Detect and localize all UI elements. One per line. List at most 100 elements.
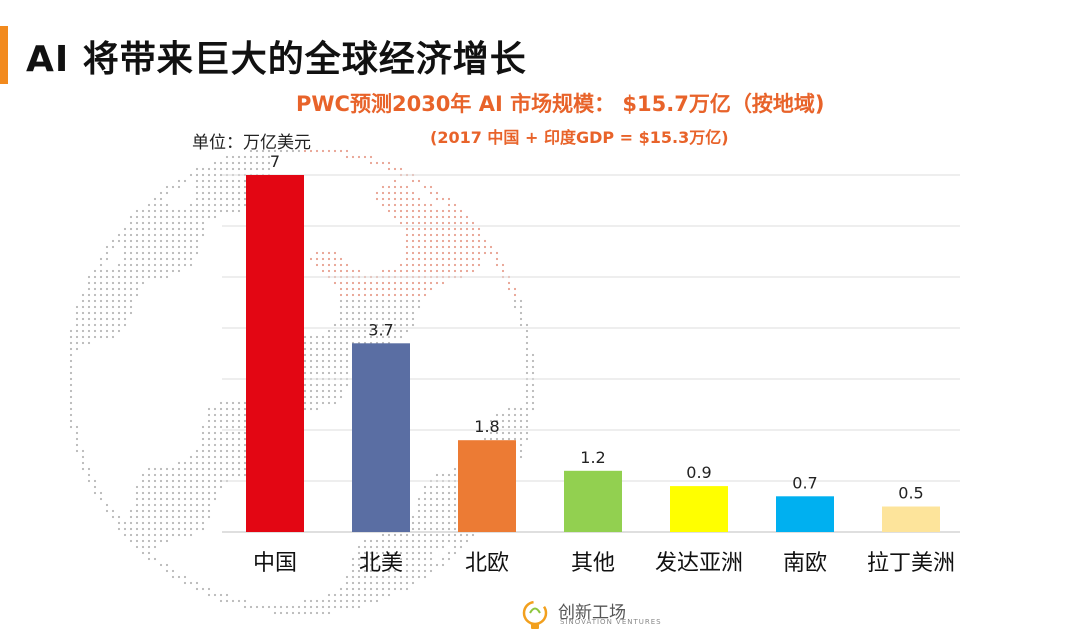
globe-dot — [153, 473, 157, 477]
globe-dot — [123, 275, 127, 279]
globe-dot — [381, 317, 385, 321]
globe-dot — [411, 575, 415, 579]
globe-dot — [201, 527, 205, 531]
globe-dot — [201, 449, 205, 453]
globe-dot — [375, 563, 379, 567]
globe-dot — [147, 497, 151, 501]
globe-dot — [333, 329, 337, 333]
globe-dot — [453, 221, 457, 225]
globe-dot — [159, 473, 163, 477]
globe-dot — [435, 245, 439, 249]
globe-dot — [195, 485, 199, 489]
globe-dot — [453, 491, 457, 495]
globe-dot — [189, 245, 193, 249]
globe-dot — [123, 293, 127, 297]
globe-dot — [471, 227, 475, 231]
globe-dot — [93, 275, 97, 279]
globe-dot — [75, 443, 79, 447]
globe-dot — [69, 377, 73, 381]
globe-dot — [87, 329, 91, 333]
globe-dot — [435, 209, 439, 213]
globe-dot — [471, 239, 475, 243]
globe-dot — [345, 323, 349, 327]
globe-dot — [525, 413, 529, 417]
globe-dot — [369, 563, 373, 567]
globe-dot — [141, 233, 145, 237]
globe-dot — [207, 173, 211, 177]
globe-dot — [99, 293, 103, 297]
globe-dot — [417, 521, 421, 525]
globe-dot — [399, 263, 403, 267]
globe-dot — [453, 521, 457, 525]
globe-dot — [441, 497, 445, 501]
globe-dot — [399, 287, 403, 291]
globe-dot — [177, 515, 181, 519]
category-label: 发达亚洲 — [655, 551, 743, 576]
globe-dot — [393, 209, 397, 213]
globe-dot — [105, 293, 109, 297]
globe-dot — [87, 467, 91, 471]
globe-dot — [459, 263, 463, 267]
globe-dot — [165, 485, 169, 489]
globe-dot — [405, 203, 409, 207]
globe-dot — [201, 515, 205, 519]
globe-dot — [459, 233, 463, 237]
globe-dot — [369, 545, 373, 549]
globe-dot — [315, 611, 319, 615]
globe-dot — [309, 605, 313, 609]
globe-dot — [171, 569, 175, 573]
globe-dot — [417, 263, 421, 267]
globe-dot — [417, 227, 421, 231]
globe-dot — [453, 251, 457, 255]
globe-dot — [405, 233, 409, 237]
globe-dot — [399, 281, 403, 285]
globe-dot — [183, 497, 187, 501]
globe-dot — [171, 221, 175, 225]
bar — [352, 343, 410, 532]
globe-dot — [429, 557, 433, 561]
globe-dot — [453, 203, 457, 207]
globe-dot — [237, 209, 241, 213]
globe-dot — [225, 473, 229, 477]
globe-dot — [135, 545, 139, 549]
globe-dot — [441, 485, 445, 489]
globe-dot — [135, 275, 139, 279]
globe-dot — [339, 269, 343, 273]
globe-dot — [369, 323, 373, 327]
globe-dot — [471, 221, 475, 225]
globe-dot — [123, 323, 127, 327]
globe-dot — [213, 179, 217, 183]
globe-dot — [453, 545, 457, 549]
globe-dot — [393, 191, 397, 195]
globe-dot — [171, 527, 175, 531]
globe-dot — [189, 227, 193, 231]
globe-dot — [315, 407, 319, 411]
globe-dot — [117, 305, 121, 309]
globe-dot — [303, 365, 307, 369]
globe-dot — [405, 539, 409, 543]
globe-dot — [75, 425, 79, 429]
globe-dot — [363, 587, 367, 591]
globe-dot — [501, 437, 505, 441]
globe-dot — [213, 203, 217, 207]
globe-dot — [171, 215, 175, 219]
globe-dot — [309, 389, 313, 393]
globe-dot — [177, 497, 181, 501]
globe-dot — [201, 227, 205, 231]
globe-dot — [327, 395, 331, 399]
globe-dot — [279, 149, 283, 153]
globe-dot — [423, 293, 427, 297]
globe-dot — [465, 269, 469, 273]
globe-dot — [507, 431, 511, 435]
globe-dot — [147, 221, 151, 225]
globe-dot — [213, 197, 217, 201]
unit-label: 单位：万亿美元 — [192, 133, 311, 153]
globe-dot — [201, 587, 205, 591]
globe-dot — [237, 191, 241, 195]
globe-dot — [213, 479, 217, 483]
globe-dot — [165, 221, 169, 225]
globe-dot — [201, 497, 205, 501]
globe-dot — [381, 197, 385, 201]
globe-dot — [435, 545, 439, 549]
globe-dot — [237, 419, 241, 423]
